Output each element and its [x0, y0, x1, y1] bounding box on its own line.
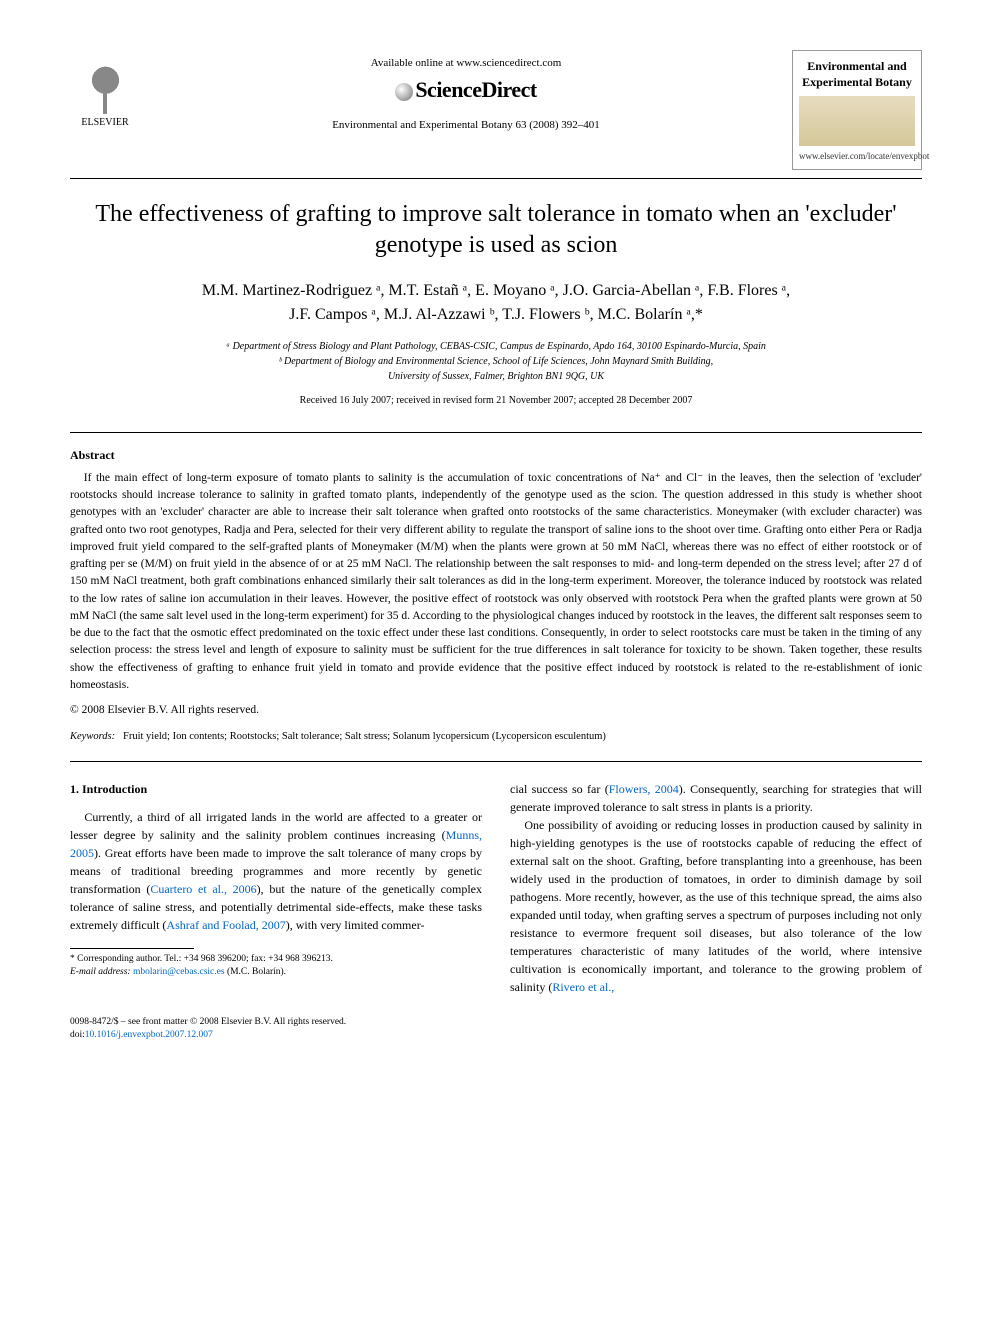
abstract-paragraph: If the main effect of long-term exposure… [70, 470, 922, 694]
corresponding-author: * Corresponding author. Tel.: +34 968 39… [70, 953, 482, 966]
intro-text-1a: Currently, a third of all irrigated land… [70, 810, 482, 842]
email-line: E-mail address: mbolarin@cebas.csic.es (… [70, 966, 482, 979]
section-1-heading: 1. Introduction [70, 780, 482, 798]
intro-paragraph-2: One possibility of avoiding or reducing … [510, 816, 922, 996]
citation-flowers-2004[interactable]: Flowers, 2004 [609, 782, 679, 796]
page: ELSEVIER Available online at www.science… [0, 0, 992, 1083]
intro-paragraph-1-cont: cial success so far (Flowers, 2004). Con… [510, 780, 922, 816]
column-right: cial success so far (Flowers, 2004). Con… [510, 780, 922, 996]
affiliation-a: ᵃ Department of Stress Biology and Plant… [70, 339, 922, 354]
intro-paragraph-1: Currently, a third of all irrigated land… [70, 808, 482, 934]
citation-rivero[interactable]: Rivero et al., [552, 980, 614, 994]
abstract-bottom-rule [70, 761, 922, 762]
affiliation-b: ᵇ Department of Biology and Environmenta… [70, 354, 922, 369]
journal-url: www.elsevier.com/locate/envexpbot [799, 150, 915, 163]
abstract-heading: Abstract [70, 447, 922, 464]
header-rule [70, 178, 922, 179]
journal-box-title: Environmental and Experimental Botany [799, 59, 915, 90]
authors-line-2: J.F. Campos ᵃ, M.J. Al-Azzawi ᵇ, T.J. Fl… [70, 303, 922, 327]
authors-line-1: M.M. Martinez-Rodriguez ᵃ, M.T. Estañ ᵃ,… [70, 279, 922, 303]
affiliation-b2: University of Sussex, Falmer, Brighton B… [70, 369, 922, 384]
intro-text-3a: One possibility of avoiding or reducing … [510, 818, 922, 994]
authors-block: M.M. Martinez-Rodriguez ᵃ, M.T. Estañ ᵃ,… [70, 279, 922, 327]
email-label: E-mail address: [70, 967, 131, 977]
affiliations-block: ᵃ Department of Stress Biology and Plant… [70, 339, 922, 384]
article-dates: Received 16 July 2007; received in revis… [70, 394, 922, 408]
center-header: Available online at www.sciencedirect.co… [140, 50, 792, 134]
article-title: The effectiveness of grafting to improve… [70, 199, 922, 261]
keywords-values: Fruit yield; Ion contents; Rootstocks; S… [123, 731, 606, 742]
elsevier-tree-icon [78, 61, 133, 116]
journal-reference: Environmental and Experimental Botany 63… [140, 118, 792, 133]
email-person: (M.C. Bolarín). [227, 967, 286, 977]
abstract-copyright: © 2008 Elsevier B.V. All rights reserved… [70, 702, 922, 718]
body-columns: 1. Introduction Currently, a third of al… [70, 780, 922, 996]
available-online-text: Available online at www.sciencedirect.co… [140, 56, 792, 71]
journal-cover-thumbnail [799, 96, 915, 146]
intro-text-1d: ), with very limited commer- [286, 918, 425, 932]
footnote-rule [70, 948, 194, 949]
doi-label: doi: [70, 1030, 85, 1040]
doi-link[interactable]: 10.1016/j.envexpbot.2007.12.007 [85, 1030, 213, 1040]
front-matter-line: 0098-8472/$ – see front matter © 2008 El… [70, 1016, 922, 1029]
abstract-body: If the main effect of long-term exposure… [70, 470, 922, 694]
footnote-block: * Corresponding author. Tel.: +34 968 39… [70, 953, 482, 980]
sciencedirect-logo: ScienceDirect [140, 75, 792, 106]
elsevier-logo: ELSEVIER [70, 50, 140, 130]
citation-cuartero-2006[interactable]: Cuartero et al., 2006 [150, 882, 256, 896]
journal-cover-box: Environmental and Experimental Botany ww… [792, 50, 922, 170]
corresponding-email[interactable]: mbolarin@cebas.csic.es [133, 967, 225, 977]
keywords-line: Keywords: Fruit yield; Ion contents; Roo… [70, 730, 922, 745]
elsevier-label: ELSEVIER [81, 116, 128, 130]
abstract-top-rule [70, 432, 922, 433]
sd-brand-text: ScienceDirect [415, 77, 536, 102]
sd-orb-icon [395, 83, 413, 101]
header-row: ELSEVIER Available online at www.science… [70, 50, 922, 170]
column-left: 1. Introduction Currently, a third of al… [70, 780, 482, 996]
page-footer: 0098-8472/$ – see front matter © 2008 El… [70, 1016, 922, 1043]
doi-line: doi:10.1016/j.envexpbot.2007.12.007 [70, 1029, 922, 1042]
keywords-label: Keywords: [70, 731, 115, 742]
intro-text-2a: cial success so far ( [510, 782, 609, 796]
citation-ashraf-2007[interactable]: Ashraf and Foolad, 2007 [166, 918, 285, 932]
